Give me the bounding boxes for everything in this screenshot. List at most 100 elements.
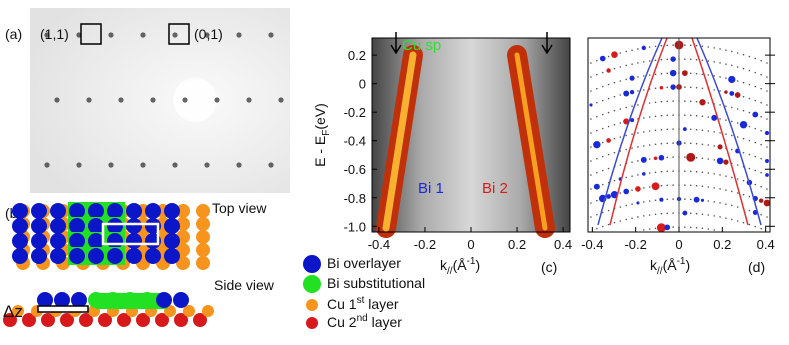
band-dot [707,228,710,230]
band-dot [701,129,704,132]
bi-atom [145,248,161,264]
band-dot [695,72,698,75]
band-dot [631,175,633,177]
band-dot [631,133,633,135]
band-dot [666,128,669,131]
leed-spot [172,32,178,38]
arrow [390,32,553,55]
band-dot [631,147,633,149]
band-dot [681,70,688,76]
band-dot [623,90,630,97]
band-dot [695,170,698,173]
legend-label: Bi overlayer [327,255,401,271]
band-dot [648,200,651,202]
band-dot [689,44,692,47]
band-dot [596,87,598,90]
band-dot [689,170,692,173]
band-dot [637,104,639,106]
band-dot [648,158,651,160]
band-dot [760,213,762,216]
band-dot [760,171,762,174]
band-dot [596,227,598,230]
band-dot [736,52,739,54]
legend-sup: st [357,295,365,306]
band-dot [643,61,645,63]
cu2-atom [3,313,17,327]
band-dot [654,213,657,216]
band-dot [601,127,604,130]
band-dot [701,87,704,90]
bi-atom [173,292,189,308]
band-dot [719,62,721,64]
band-dot [689,72,692,75]
band-dot [725,175,727,177]
band-dot [689,100,692,103]
band-dot [606,194,611,199]
band-dot [654,73,657,76]
band-dot [601,211,604,214]
bi-atom [50,233,66,249]
leed-spot [108,32,114,38]
leed-spot [150,97,156,103]
bi-atom [12,233,28,249]
leed-spot [268,32,274,38]
band-dot [637,216,639,218]
band-dot [596,115,598,118]
band-dot [684,156,686,158]
band-dot [742,221,745,224]
band-dot [656,223,666,233]
band-dot [684,142,686,144]
band-dot [731,218,733,221]
band-dot [629,89,635,95]
bi-atom [107,233,123,249]
band-dot [590,90,592,92]
band-dot [695,184,698,187]
band-dot [754,85,757,88]
band-dot [631,189,633,191]
view-label: Top view [212,200,267,216]
band-dot [707,60,710,62]
band-dot [666,156,669,159]
band-dot [593,183,600,190]
y-tick-label: 0 [359,77,366,92]
band-dot [713,131,715,133]
band-dot [725,189,727,191]
x-tick-label: -0.4 [368,237,390,252]
band-dot [725,133,727,135]
band-dot [590,216,592,218]
band-dot [719,174,721,176]
band-dot [719,90,721,92]
band-dot [648,60,651,62]
band-dot [707,172,710,174]
cu-atom [196,256,210,270]
band-dot [754,127,757,130]
band-dot [682,127,687,131]
band-dot [596,59,598,62]
label-sub: // [657,266,663,277]
bi-atom [31,218,47,234]
fit-line [597,37,762,226]
bi-atom [107,203,123,219]
band-dot [636,201,640,205]
label-sup: -1 [677,256,686,267]
band-dot [631,161,633,163]
band-dot [701,73,704,76]
bi-atom [31,203,47,219]
band-dot [643,201,645,203]
band-dot [596,171,598,174]
x-tick-label: 0.2 [713,237,731,252]
band-dot [613,67,616,70]
band-dot [666,72,669,75]
band-dot [689,226,692,229]
band-dot [666,114,669,117]
band-dot [754,169,757,172]
band-dot [643,75,645,77]
x-axis-label: k//(Å-1) [440,256,480,277]
band-dot [760,143,762,146]
label-sub: // [447,266,453,277]
band-dot [666,212,669,215]
band-dot [748,209,751,212]
band-dot [643,131,645,133]
band-dot [654,45,657,48]
leed-spots [44,32,284,168]
